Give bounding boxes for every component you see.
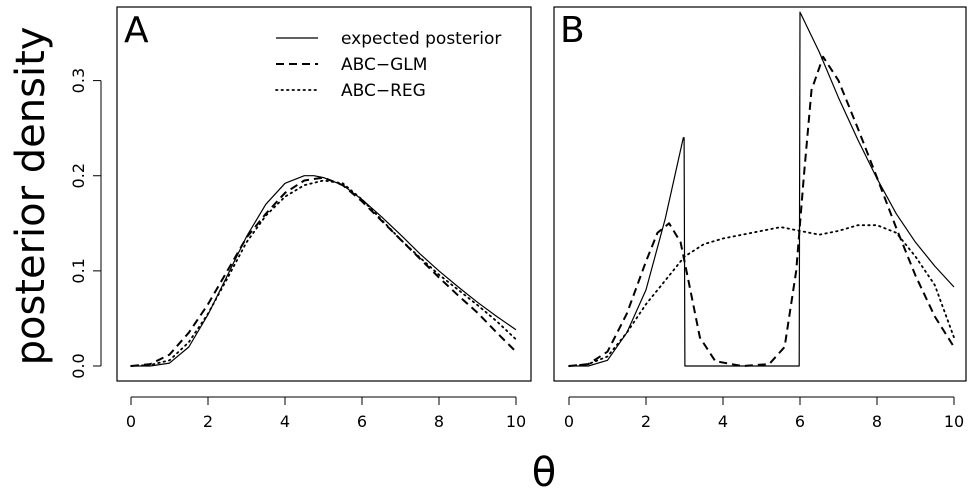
- legend-item: ABC−REG: [275, 81, 426, 101]
- series-line-dashed: [568, 55, 955, 367]
- x-tick-label: 0: [564, 412, 574, 431]
- x-tick-label: 10: [944, 412, 964, 431]
- panel-label: A: [124, 10, 149, 51]
- x-tick-label: 10: [506, 412, 526, 431]
- y-axis: 0.0 0.1 0.2 0.3: [69, 68, 102, 379]
- series-line-dashed: [130, 176, 517, 367]
- x-tick-label: 4: [280, 412, 290, 431]
- x-tick-label: 8: [872, 412, 882, 431]
- plot-frame: [116, 6, 532, 382]
- x-tick-label: 4: [718, 412, 728, 431]
- x-axis-label: θ: [532, 450, 556, 494]
- x-axis: 0 2 4 6 8 10: [126, 396, 526, 431]
- legend: expected posterior ABC−GLM ABC−REG: [275, 29, 501, 101]
- legend-label: expected posterior: [341, 29, 501, 49]
- panel-b: B 0 2 4 6 8 10: [553, 6, 967, 431]
- legend-label: ABC−GLM: [341, 55, 427, 75]
- x-tick-label: 6: [357, 412, 367, 431]
- legend-item: expected posterior: [276, 29, 501, 49]
- y-tick-label: 0.0: [69, 353, 88, 378]
- y-axis-label: posterior density: [8, 27, 54, 366]
- x-tick-label: 2: [203, 412, 213, 431]
- x-tick-label: 8: [434, 412, 444, 431]
- y-tick-label: 0.3: [69, 68, 88, 93]
- x-axis: 0 2 4 6 8 10: [564, 396, 964, 431]
- panel-label: B: [560, 10, 585, 51]
- y-tick-label: 0.1: [69, 258, 88, 283]
- x-tick-label: 0: [126, 412, 136, 431]
- legend-label: ABC−REG: [341, 81, 426, 101]
- series-line-dotted: [130, 179, 517, 367]
- series-line-dotted: [568, 224, 955, 367]
- series-line-solid: [131, 175, 517, 367]
- legend-item: ABC−GLM: [276, 55, 427, 75]
- plot-frame: [553, 6, 967, 382]
- panel-a: A 0 2 4 6 8 10 0.0 0.1 0.2 0.3: [69, 6, 532, 431]
- x-tick-label: 2: [641, 412, 651, 431]
- y-tick-label: 0.2: [69, 163, 88, 188]
- x-tick-label: 6: [795, 412, 805, 431]
